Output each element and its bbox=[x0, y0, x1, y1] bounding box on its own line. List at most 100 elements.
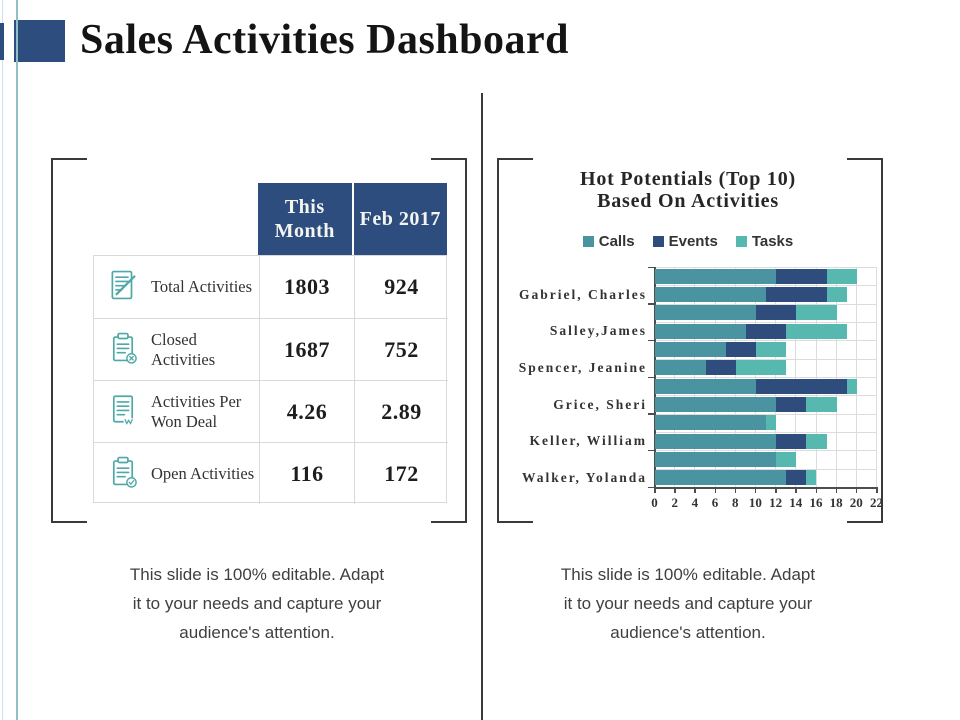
accent-square bbox=[14, 20, 65, 62]
metric-value: 172 bbox=[354, 442, 448, 504]
category-label: Spencer, Jeanine bbox=[518, 359, 647, 375]
bar-segment-calls bbox=[655, 305, 756, 321]
x-axis-tick bbox=[815, 489, 817, 493]
y-axis-tick bbox=[648, 486, 654, 488]
category-label: Grice, Sheri bbox=[553, 396, 647, 412]
metric-icon-cell bbox=[94, 380, 151, 442]
gridline bbox=[655, 267, 877, 268]
y-axis-tick bbox=[648, 266, 654, 268]
x-axis-tick bbox=[694, 489, 696, 493]
x-axis-tick-label: 0 bbox=[651, 495, 658, 510]
bar-segment-events bbox=[755, 305, 797, 321]
metric-value: 116 bbox=[259, 442, 354, 504]
gridline bbox=[655, 413, 877, 415]
x-axis-tick bbox=[654, 489, 656, 493]
metric-icon-cell bbox=[94, 318, 151, 380]
metric-value: 752 bbox=[354, 318, 448, 380]
metric-value: 924 bbox=[354, 256, 448, 318]
bar-segment-events bbox=[776, 433, 807, 449]
gridline bbox=[754, 267, 756, 487]
metrics-table-header: This Month Feb 2017 bbox=[258, 183, 447, 255]
legend-item-events: Events bbox=[652, 233, 718, 250]
x-axis-tick bbox=[734, 489, 737, 493]
metric-value: 1803 bbox=[259, 256, 354, 318]
bar-segment-tasks bbox=[766, 415, 777, 431]
bar-segment-tasks bbox=[806, 470, 817, 486]
note-edit-icon bbox=[106, 267, 140, 308]
bar-segment-tasks bbox=[735, 360, 787, 376]
gridline bbox=[734, 267, 736, 487]
x-axis-tick-label: 8 bbox=[731, 495, 739, 510]
category-label: Keller, William bbox=[529, 433, 647, 449]
left-edge-line bbox=[2, 0, 3, 720]
y-axis-tick bbox=[648, 339, 654, 342]
bar-segment-tasks bbox=[755, 342, 787, 357]
legend-item-tasks: Tasks bbox=[735, 233, 793, 250]
gridline bbox=[674, 267, 676, 487]
category-label: Gabriel, Charles bbox=[519, 286, 647, 302]
x-axis-tick-label: 18 bbox=[829, 495, 843, 510]
metric-value: 1687 bbox=[259, 318, 354, 380]
right-panel-frame bbox=[497, 158, 883, 523]
bar-segment-tasks bbox=[796, 305, 837, 321]
metric-icon-cell bbox=[94, 256, 151, 318]
bar-segment-calls bbox=[655, 452, 777, 467]
x-axis-tick bbox=[795, 489, 797, 493]
gridline bbox=[815, 267, 817, 487]
metrics-table: Total Activities 1803 924 Closed Activitie… bbox=[93, 255, 448, 504]
gridline bbox=[835, 267, 837, 487]
accent-square-clipped bbox=[0, 23, 4, 60]
bar-segment-tasks bbox=[776, 452, 797, 467]
events-legend-swatch bbox=[652, 236, 664, 247]
x-axis-tick bbox=[754, 489, 757, 493]
y-axis-line bbox=[654, 267, 656, 489]
bar-segment-calls bbox=[655, 323, 746, 339]
chart-title: Hot Potentials (Top 10) Based On Activit… bbox=[580, 168, 796, 212]
metric-label: Activities Per Won Deal bbox=[151, 380, 259, 442]
x-axis-tick-label: 20 bbox=[849, 495, 863, 510]
x-axis-tick bbox=[855, 489, 858, 493]
category-label: Salley,James bbox=[549, 323, 647, 339]
category-label: Walker, Yolanda bbox=[521, 469, 647, 485]
gridline bbox=[655, 450, 877, 452]
bar-segment-events bbox=[745, 323, 787, 339]
bar-segment-tasks bbox=[806, 397, 837, 412]
right-caption: This slide is 100% editable. Adapt it to… bbox=[497, 560, 879, 647]
x-axis-tick-label: 10 bbox=[748, 495, 762, 510]
caption-line: audience's attention. bbox=[610, 623, 766, 642]
caption-line: it to your needs and capture your bbox=[132, 594, 382, 613]
metric-label: Total Activities bbox=[151, 277, 253, 296]
gridline bbox=[655, 340, 877, 342]
x-axis-tick bbox=[674, 489, 676, 493]
bar-segment-events bbox=[705, 360, 736, 376]
bar-segment-calls bbox=[655, 397, 777, 412]
gridline bbox=[775, 267, 777, 487]
gridline bbox=[655, 358, 877, 360]
left-panel-frame bbox=[51, 158, 467, 523]
bar-segment-events bbox=[755, 378, 847, 394]
bar-segment-calls bbox=[655, 360, 706, 376]
x-axis-tick-label: 16 bbox=[809, 495, 823, 510]
page-title: Sales Activities Dashboard bbox=[80, 17, 570, 63]
x-axis-tick-label: 14 bbox=[789, 495, 803, 510]
x-axis-tick-label: 2 bbox=[671, 495, 678, 510]
legend-item-calls: Calls bbox=[582, 233, 635, 250]
bar-segment-events bbox=[786, 470, 807, 486]
caption-line: This slide is 100% editable. Adapt bbox=[129, 565, 385, 584]
clipboard-check-icon bbox=[106, 452, 140, 495]
gridline bbox=[855, 267, 857, 487]
bar-segment-tasks bbox=[846, 378, 857, 394]
activities-bar-chart: 0 2 4 6 8 10 12 14 16 18 20 22 Gabriel, Charles Salle… bbox=[497, 266, 883, 520]
x-axis-tick bbox=[876, 489, 878, 493]
y-axis-tick bbox=[648, 376, 654, 378]
gridline bbox=[694, 267, 696, 487]
teal-vertical-line bbox=[16, 0, 18, 720]
bar-segment-tasks bbox=[826, 287, 847, 302]
gridline bbox=[655, 285, 877, 287]
gridline bbox=[655, 322, 877, 323]
gridline bbox=[655, 432, 877, 433]
gridline bbox=[655, 468, 877, 470]
bar-segment-calls bbox=[655, 268, 777, 284]
bar-segment-tasks bbox=[806, 433, 827, 449]
